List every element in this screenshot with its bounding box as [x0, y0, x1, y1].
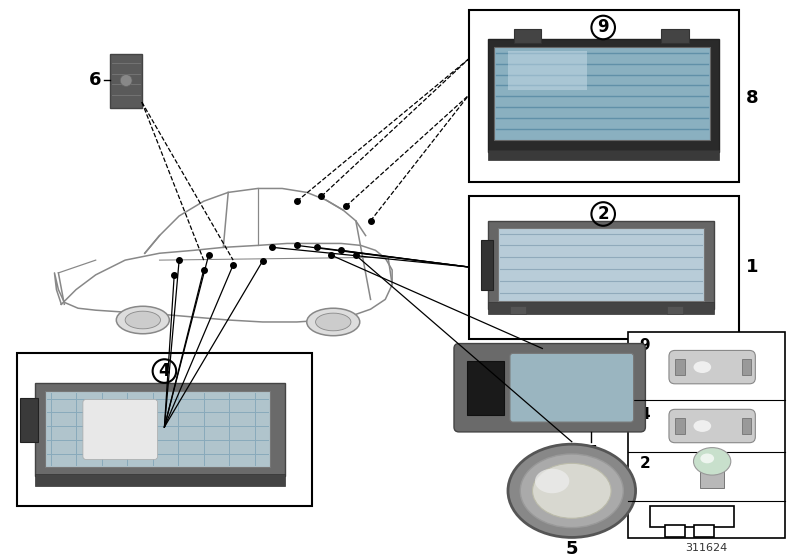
Bar [675, 418, 685, 434]
Ellipse shape [125, 311, 161, 329]
Bar [742, 418, 751, 434]
Text: 2: 2 [639, 456, 650, 471]
Text: 1: 1 [746, 258, 758, 276]
Ellipse shape [306, 308, 360, 335]
Text: 3: 3 [267, 433, 280, 451]
Ellipse shape [520, 454, 623, 528]
FancyBboxPatch shape [83, 399, 158, 459]
Text: 7: 7 [585, 444, 598, 461]
Bar [694, 525, 714, 537]
Bar [508, 51, 586, 90]
Bar [110, 54, 142, 108]
Circle shape [120, 74, 132, 86]
Bar [488, 39, 719, 152]
Bar [469, 10, 738, 181]
Text: 2: 2 [598, 205, 609, 223]
Bar [628, 332, 785, 538]
FancyBboxPatch shape [454, 344, 646, 432]
Ellipse shape [694, 447, 731, 475]
Bar [35, 383, 285, 476]
Ellipse shape [694, 361, 711, 373]
Bar [17, 353, 312, 506]
Bar [494, 47, 710, 141]
Ellipse shape [533, 463, 611, 519]
Text: 5: 5 [566, 540, 578, 558]
Bar [510, 306, 526, 314]
Ellipse shape [700, 454, 714, 463]
Bar [466, 361, 504, 415]
Bar [514, 30, 542, 43]
Bar [488, 221, 714, 309]
Bar [667, 306, 682, 314]
Bar [700, 466, 724, 488]
Bar [650, 506, 734, 527]
Text: 4: 4 [158, 362, 170, 380]
Ellipse shape [508, 444, 635, 538]
Text: 311624: 311624 [685, 543, 727, 553]
Text: 8: 8 [746, 89, 758, 107]
FancyBboxPatch shape [669, 351, 755, 384]
Bar [45, 391, 270, 467]
Bar [675, 360, 685, 375]
FancyBboxPatch shape [510, 353, 634, 422]
Text: 6: 6 [89, 72, 102, 90]
Text: 9: 9 [598, 18, 609, 36]
Text: 9: 9 [639, 338, 650, 353]
Bar [488, 150, 719, 160]
Bar [35, 474, 285, 486]
Text: 4: 4 [639, 407, 650, 422]
Ellipse shape [116, 306, 170, 334]
Bar [661, 30, 689, 43]
Ellipse shape [315, 313, 351, 331]
Bar [665, 525, 685, 537]
FancyBboxPatch shape [669, 409, 755, 443]
Bar [742, 360, 751, 375]
Bar [498, 228, 704, 301]
Ellipse shape [535, 469, 570, 493]
Bar [482, 240, 494, 290]
Bar [20, 398, 38, 442]
Bar [469, 197, 738, 339]
Ellipse shape [694, 420, 711, 432]
Bar [488, 302, 714, 314]
